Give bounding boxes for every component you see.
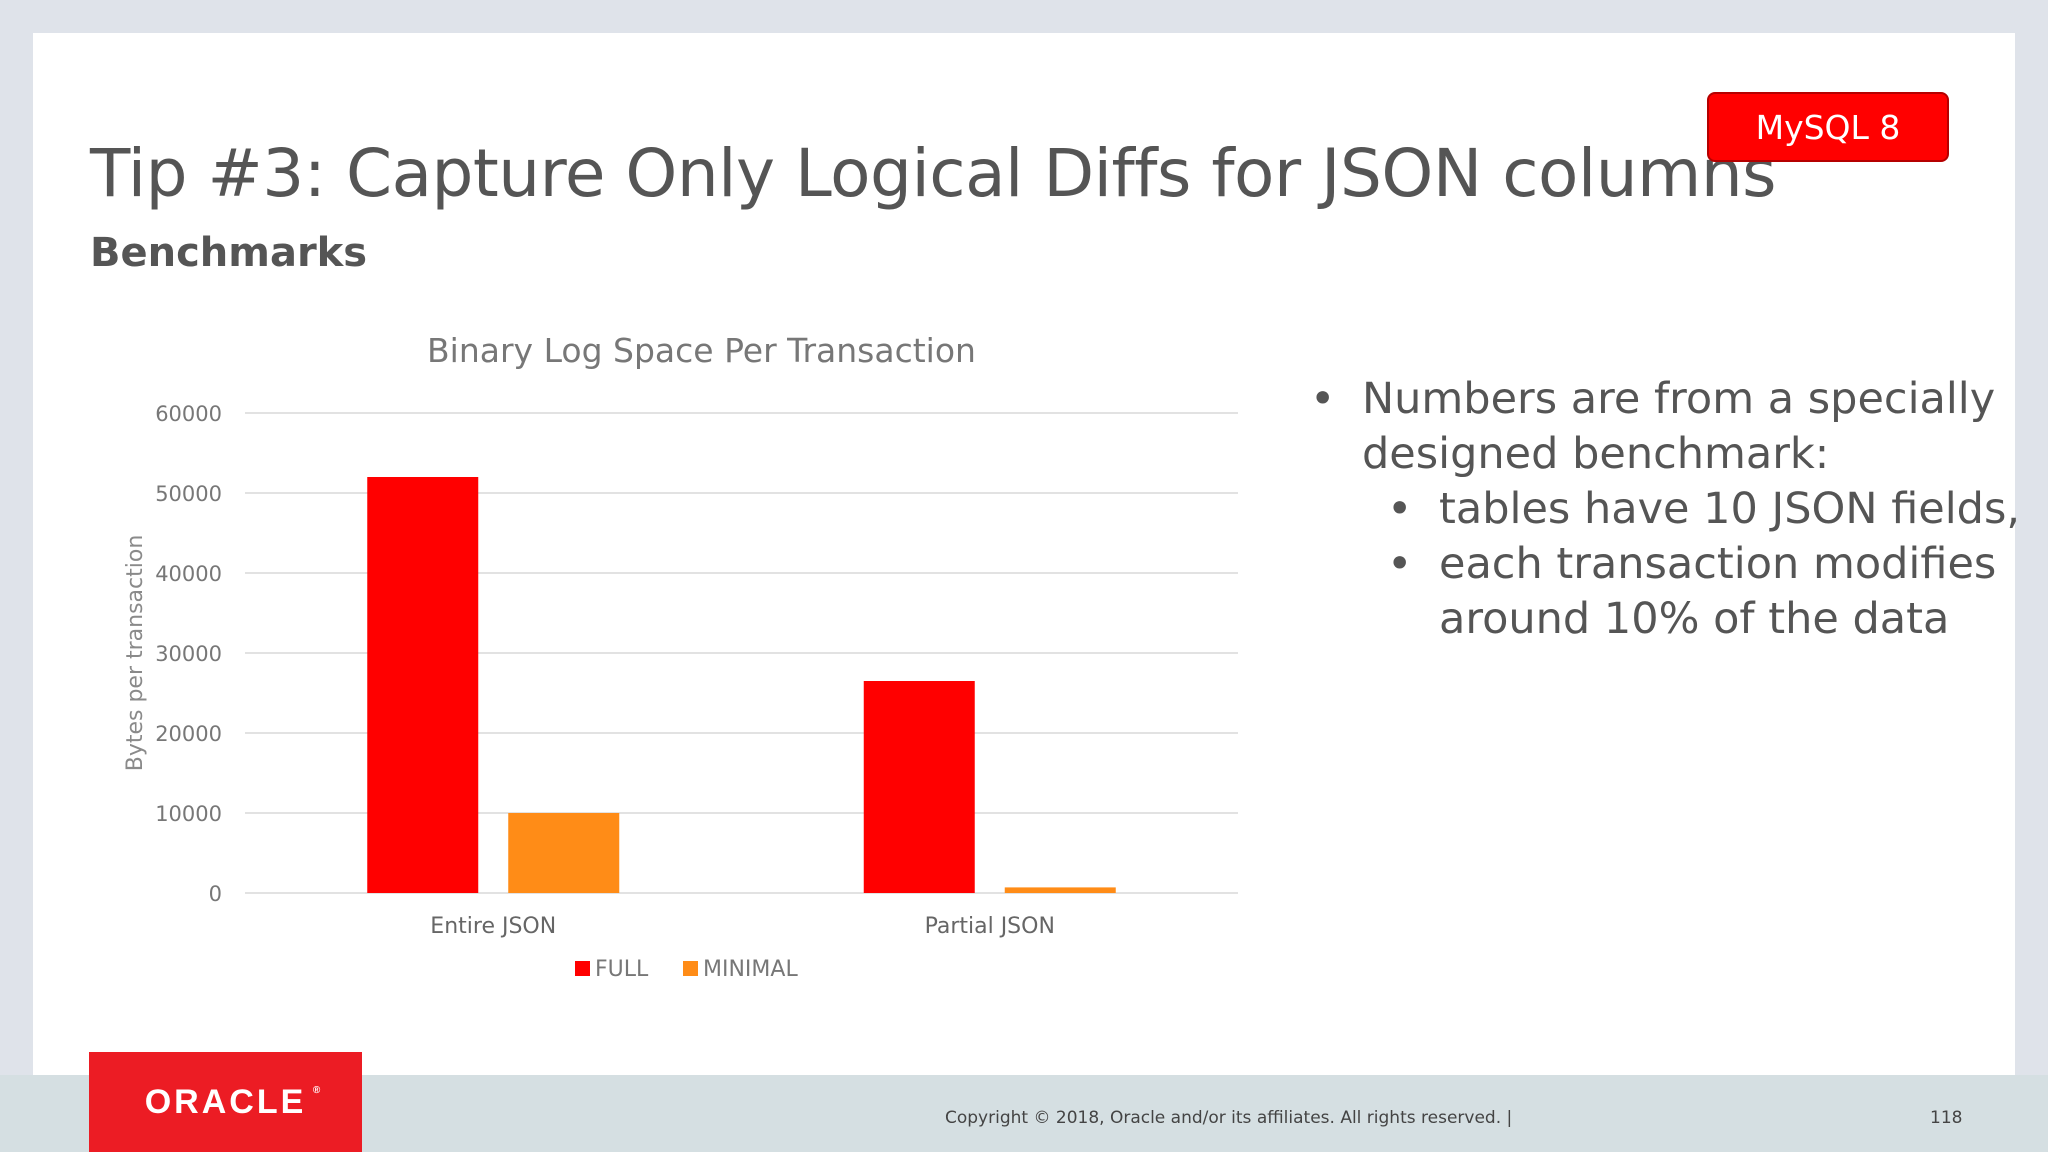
- chart-svg: Binary Log Space Per Transaction 0 10000 20…: [123, 331, 1238, 982]
- bullet-dot-icon: •: [1310, 374, 1336, 424]
- y-axis-label: Bytes per transaction: [123, 535, 148, 772]
- slide-canvas: [33, 33, 2015, 1075]
- legend-label-full: FULL: [595, 957, 649, 982]
- legend-swatch-minimal: [683, 961, 698, 976]
- y-tick-label: 50000: [155, 482, 222, 506]
- bar-minimal-partial-json: [1004, 887, 1116, 893]
- bullet-text: tables have 10 JSON fields,: [1439, 484, 2021, 534]
- bullet-text: around 10% of the data: [1439, 594, 1950, 644]
- sub-bullet-item: • each transaction modifies around 10% of …: [1310, 537, 2010, 647]
- y-tick-label: 60000: [155, 402, 222, 426]
- bullet-text: designed benchmark:: [1362, 429, 1830, 479]
- bar-minimal-entire-json: [508, 813, 620, 893]
- y-tick-label: 30000: [155, 642, 222, 666]
- bullet-item: • Numbers are from a specially designed be…: [1310, 372, 2010, 482]
- legend-label-minimal: MINIMAL: [703, 957, 798, 982]
- legend-swatch-full: [575, 961, 590, 976]
- oracle-logo: ORACLE ®: [144, 1082, 321, 1122]
- bullet-text: each transaction modifies: [1439, 539, 1997, 589]
- y-tick-label: 0: [209, 882, 222, 906]
- registered-mark: ®: [312, 1084, 321, 1096]
- y-tick-label: 10000: [155, 802, 222, 826]
- oracle-logo-block: ORACLE ®: [89, 1052, 362, 1152]
- bullet-dot-icon: •: [1387, 484, 1413, 534]
- x-category-label: Entire JSON: [430, 914, 556, 939]
- y-tick-label: 20000: [155, 722, 222, 746]
- page-number: 118: [1930, 1108, 1963, 1128]
- slide-subtitle: Benchmarks: [90, 230, 368, 276]
- oracle-logo-text: ORACLE: [144, 1082, 307, 1121]
- bullet-dot-icon: •: [1387, 539, 1413, 589]
- x-category-label: Partial JSON: [925, 914, 1055, 939]
- sub-bullet-item: • tables have 10 JSON fields,: [1310, 482, 2021, 537]
- bullet-list: • Numbers are from a specially designed be…: [1310, 372, 2021, 647]
- y-tick-label: 40000: [155, 562, 222, 586]
- slide-title: Tip #3: Capture Only Logical Diffs for J…: [90, 135, 1777, 212]
- copyright-text: Copyright © 2018, Oracle and/or its affi…: [945, 1108, 1513, 1128]
- bar-chart: Binary Log Space Per Transaction 0 10000 20…: [110, 330, 1260, 1034]
- chart-title: Binary Log Space Per Transaction: [427, 331, 976, 370]
- bar-full-entire-json: [367, 477, 479, 893]
- bar-full-partial-json: [863, 681, 975, 893]
- bullet-text: Numbers are from a specially: [1362, 374, 1996, 424]
- mysql-version-badge: MySQL 8: [1707, 92, 1949, 162]
